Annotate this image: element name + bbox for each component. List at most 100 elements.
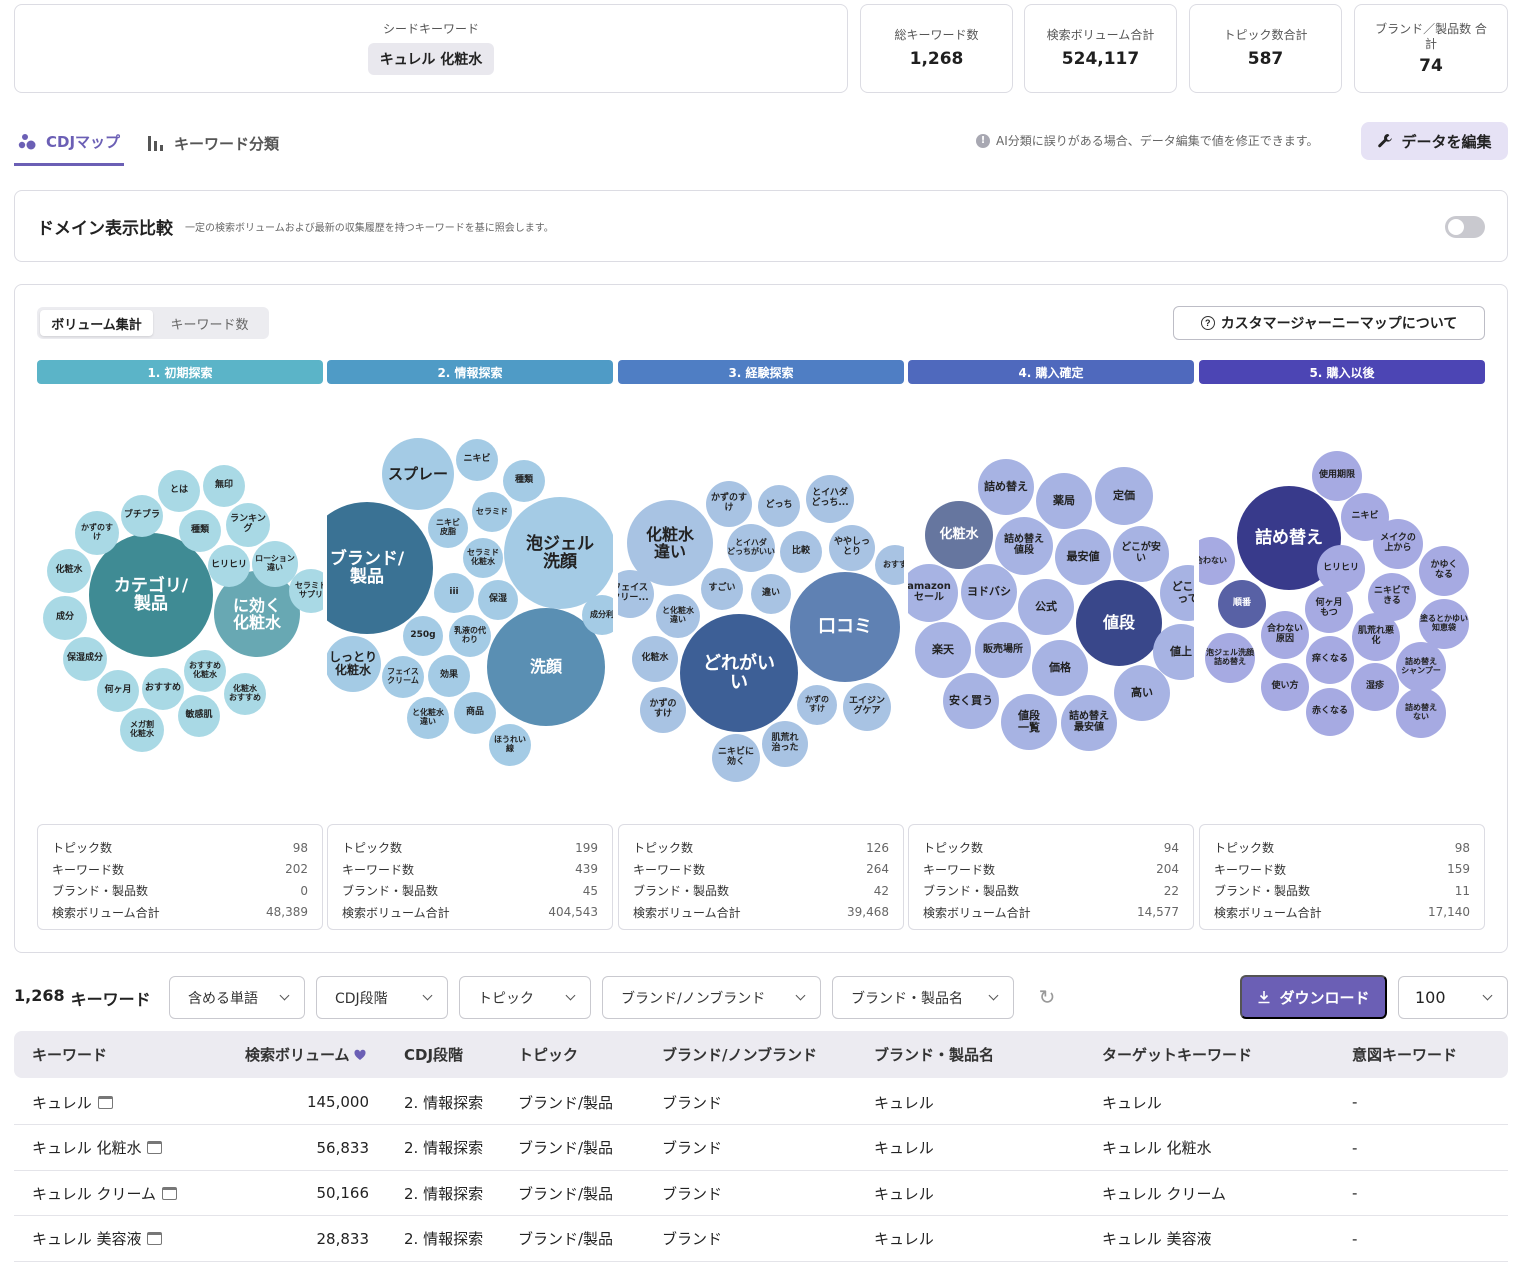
topic-bubble[interactable]: 定価 bbox=[1095, 467, 1153, 525]
topic-bubble[interactable]: 値段 一覧 bbox=[1001, 694, 1057, 750]
topic-bubble[interactable]: 安く買う bbox=[943, 673, 999, 729]
open-window-icon[interactable] bbox=[147, 1141, 163, 1154]
column-topic[interactable]: トピック bbox=[518, 1046, 579, 1064]
topic-bubble[interactable]: おすすめ bbox=[142, 668, 184, 710]
page-size-select[interactable]: 100 bbox=[1398, 976, 1508, 1019]
topic-bubble[interactable]: ローション 違い bbox=[252, 541, 298, 587]
topic-bubble[interactable]: ニキビに 効く bbox=[712, 734, 760, 782]
topic-bubble[interactable]: 使用期限 bbox=[1312, 451, 1362, 501]
table-row[interactable]: キュレル 145,000 2. 情報探索 ブランド/製品 ブランド キュレル キュレル - bbox=[14, 1079, 1508, 1125]
topic-bubble[interactable]: かずのす け bbox=[706, 481, 752, 527]
topic-bubble[interactable]: ヒリヒリ bbox=[208, 545, 250, 587]
topic-bubble[interactable]: ヨドバシ bbox=[961, 564, 1017, 620]
topic-bubble[interactable]: どっち bbox=[758, 485, 800, 527]
topic-bubble[interactable]: 化粧水 bbox=[47, 549, 91, 593]
topic-bubble[interactable]: 値段 bbox=[1076, 580, 1162, 666]
topic-bubble[interactable]: 商品 bbox=[454, 692, 496, 734]
topic-bubble[interactable]: メガ割 化粧水 bbox=[120, 708, 164, 752]
refresh-icon[interactable]: ↻ bbox=[1038, 985, 1056, 1009]
edit-data-button[interactable]: データを編集 bbox=[1361, 122, 1508, 160]
topic-bubble[interactable]: 最安値 bbox=[1055, 529, 1111, 585]
about-journey-map-button[interactable]: ? カスタマージャーニーマップについて bbox=[1173, 306, 1485, 340]
column-keyword[interactable]: キーワード bbox=[32, 1046, 108, 1064]
topic-bubble[interactable]: 肌荒れ悪 化 bbox=[1352, 613, 1400, 661]
topic-bubble[interactable]: ブチブラ bbox=[121, 495, 163, 537]
topic-bubble[interactable]: しっとり 化粧水 bbox=[327, 636, 381, 692]
open-window-icon[interactable] bbox=[97, 1095, 113, 1109]
topic-bubble[interactable]: 化粧水 おすすめ bbox=[224, 673, 266, 715]
topic-bubble[interactable]: すごい bbox=[701, 568, 743, 610]
domain-compare-toggle[interactable] bbox=[1445, 216, 1485, 238]
topic-bubble[interactable]: セラミド サプリ bbox=[289, 569, 323, 613]
topic-bubble[interactable]: 保湿 bbox=[478, 580, 518, 620]
topic-bubble[interactable]: 化粧水 bbox=[925, 501, 993, 569]
column-brand-nonbrand[interactable]: ブランド/ノンブランド bbox=[662, 1046, 818, 1064]
topic-bubble[interactable]: 薬局 bbox=[1036, 473, 1092, 529]
open-window-icon[interactable] bbox=[147, 1232, 163, 1245]
topic-bubble[interactable]: 化粧水 bbox=[632, 636, 678, 682]
topic-bubble[interactable]: 泡ジェル 洗顔 bbox=[504, 497, 613, 609]
topic-bubble[interactable]: 乳液の代 わり bbox=[449, 615, 491, 657]
topic-bubble[interactable]: 肌荒れ 治った bbox=[762, 721, 808, 767]
topic-bubble[interactable]: 何ヶ月 bbox=[97, 670, 139, 712]
topic-bubble[interactable]: 販売場所 bbox=[975, 622, 1031, 678]
topic-bubble[interactable]: 保湿成分 bbox=[63, 637, 107, 681]
topic-bubble[interactable]: 種類 bbox=[503, 460, 545, 502]
topic-bubble[interactable]: 楽天 bbox=[915, 622, 971, 678]
topic-bubble[interactable]: 塗るとかゆい 知恵袋 bbox=[1419, 599, 1469, 649]
topic-bubble[interactable]: 湿疹 bbox=[1351, 663, 1399, 711]
topic-bubble[interactable]: 高い bbox=[1114, 665, 1170, 721]
topic-bubble[interactable]: と化粧水 違い bbox=[656, 594, 700, 638]
topic-bubble[interactable]: かずのす け bbox=[75, 511, 119, 555]
topic-bubble[interactable]: 公式 bbox=[1018, 579, 1074, 635]
topic-bubble[interactable]: ブランド/ 製品 bbox=[327, 502, 433, 634]
topic-bubble[interactable]: 化粧水 違い bbox=[627, 500, 713, 586]
open-window-icon[interactable] bbox=[162, 1186, 178, 1200]
topic-bubble[interactable]: フェイス クリーム bbox=[382, 656, 424, 698]
topic-bubble[interactable]: 成分利 bbox=[582, 595, 613, 635]
table-row[interactable]: キュレル 美容液 28,833 2. 情報探索 ブランド/製品 ブランド キュレル キュレル… bbox=[14, 1216, 1508, 1262]
column-search-volume[interactable]: 検索ボリューム bbox=[245, 1031, 366, 1078]
filter-brand-product[interactable]: ブランド・製品名 bbox=[832, 976, 1014, 1019]
topic-bubble[interactable]: 比較 bbox=[780, 531, 822, 573]
table-row[interactable]: キュレル クリーム 50,166 2. 情報探索 ブランド/製品 ブランド キュレル キュレ… bbox=[14, 1170, 1508, 1216]
topic-bubble[interactable]: iii bbox=[434, 573, 474, 613]
topic-bubble[interactable]: どれがい い bbox=[680, 614, 798, 732]
topic-bubble[interactable]: おすすめ 化粧水 bbox=[184, 650, 226, 692]
topic-bubble[interactable]: 赤くなる bbox=[1306, 688, 1354, 736]
topic-bubble[interactable]: 値上 bbox=[1153, 624, 1194, 680]
topic-bubble[interactable]: amazon セール bbox=[908, 564, 958, 622]
topic-bubble[interactable]: 効果 bbox=[428, 655, 470, 697]
topic-bubble[interactable]: 泡ジェル洗顔 詰め替え bbox=[1205, 633, 1255, 683]
topic-bubble[interactable]: 敏感肌 bbox=[178, 695, 220, 737]
topic-bubble[interactable]: かゆく なる bbox=[1419, 546, 1469, 596]
filter-topic[interactable]: トピック bbox=[459, 976, 591, 1019]
topic-bubble[interactable]: 合わない bbox=[1199, 537, 1235, 585]
topic-bubble[interactable]: メイクの 上から bbox=[1373, 519, 1423, 569]
topic-bubble[interactable]: 種類 bbox=[179, 510, 221, 552]
topic-bubble[interactable]: とイハダ どっち... bbox=[806, 475, 854, 523]
topic-bubble[interactable]: 洗顔 bbox=[487, 608, 605, 726]
topic-bubble[interactable]: 詰め替え bbox=[978, 459, 1034, 515]
topic-bubble[interactable]: 価格 bbox=[1032, 640, 1088, 696]
topic-bubble[interactable]: 合わない 原因 bbox=[1261, 611, 1309, 659]
topic-bubble[interactable]: おすす bbox=[875, 545, 904, 585]
topic-bubble[interactable]: 250g bbox=[403, 616, 443, 656]
topic-bubble[interactable]: どこに って bbox=[1160, 565, 1194, 621]
column-cdj-stage[interactable]: CDJ段階 bbox=[404, 1046, 464, 1064]
topic-bubble[interactable]: エイジン グケア bbox=[843, 683, 891, 731]
tab-cdj-map[interactable]: CDJマップ bbox=[14, 120, 125, 166]
topic-bubble[interactable]: 痒くなる bbox=[1306, 636, 1354, 684]
filter-include-words[interactable]: 含める単語 bbox=[169, 976, 305, 1019]
download-button[interactable]: ダウンロード bbox=[1240, 975, 1387, 1019]
tab-keyword-classification[interactable]: キーワード分類 bbox=[142, 120, 283, 166]
topic-bubble[interactable]: ほうれい 線 bbox=[489, 724, 531, 766]
topic-bubble[interactable]: 詰め替え 最安値 bbox=[1061, 695, 1117, 751]
segment-keyword-count[interactable]: キーワード数 bbox=[170, 317, 249, 333]
topic-bubble[interactable]: 口コミ bbox=[790, 572, 900, 682]
topic-bubble[interactable]: カテゴリ/ 製品 bbox=[89, 533, 213, 657]
topic-bubble[interactable]: 成分 bbox=[43, 596, 87, 640]
topic-bubble[interactable]: ニキビで きる bbox=[1368, 573, 1416, 621]
filter-brand-nonbrand[interactable]: ブランド/ノンブランド bbox=[602, 976, 821, 1019]
topic-bubble[interactable]: 違い bbox=[751, 574, 791, 614]
